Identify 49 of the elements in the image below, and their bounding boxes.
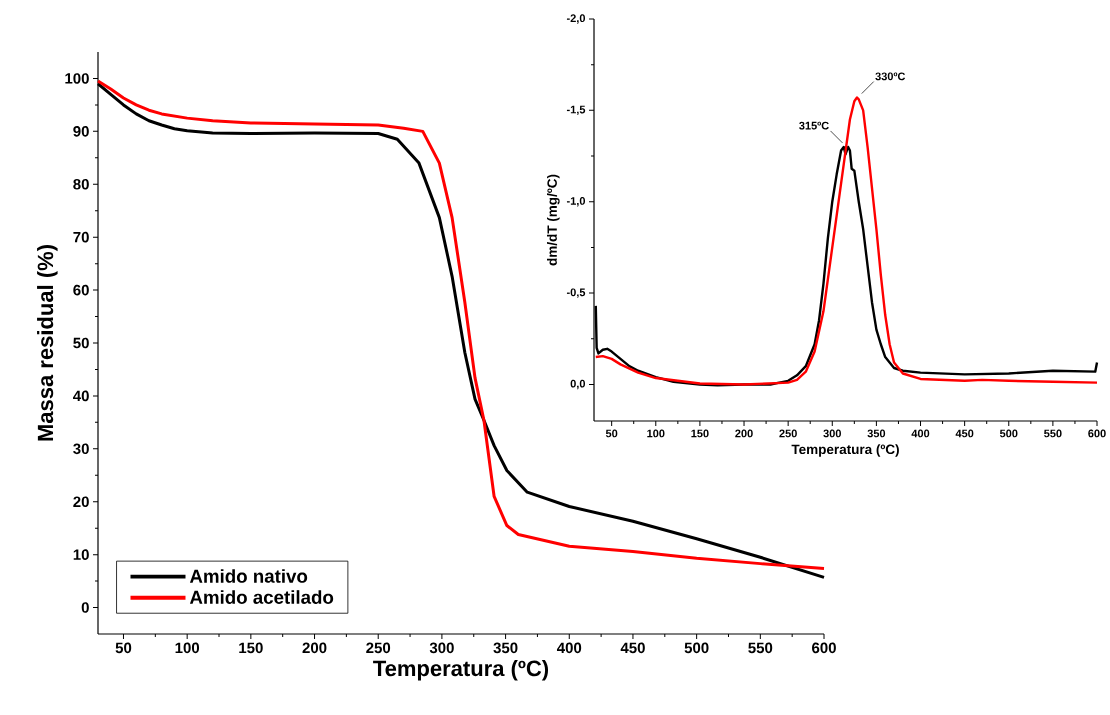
y-tick-label: 100 (65, 73, 89, 84)
y-tick-label: 50 (73, 337, 89, 349)
x-tick-label: 350 (867, 429, 886, 438)
y-tick-label: 30 (73, 443, 89, 455)
legend-label: Amido acetilado (189, 590, 334, 604)
x-tick-label: 500 (684, 642, 709, 654)
y-tick-label: -1,0 (566, 197, 586, 207)
x-tick-label: 150 (239, 642, 263, 654)
x-tick-label: 50 (115, 642, 132, 654)
y-tick-label: 10 (73, 549, 89, 560)
y-tick-label: -2,0 (566, 14, 586, 24)
x-tick-label: 300 (823, 429, 841, 438)
y-tick-label: 90 (73, 126, 89, 137)
y-tick-label: -0,5 (566, 288, 586, 298)
x-axis-title: Temperatura (ºC) (373, 660, 549, 681)
x-tick-label: 350 (493, 642, 518, 654)
y-tick-label: -1,5 (566, 105, 586, 115)
y-tick-label: 0,0 (570, 379, 586, 390)
y-tick-label: 60 (73, 284, 89, 296)
x-axis-title: Temperatura (ºC) (791, 444, 899, 457)
y-axis-title: dm/dT (mg/ºC) (547, 174, 560, 266)
x-tick-label: 100 (175, 642, 200, 654)
x-tick-label: 200 (302, 642, 327, 654)
y-tick-label: 40 (73, 390, 89, 402)
x-tick-label: 400 (911, 429, 930, 438)
y-tick-label: 70 (73, 231, 89, 243)
x-tick-label: 600 (812, 642, 836, 654)
x-tick-label: 500 (999, 429, 1018, 438)
y-tick-label: 0 (81, 602, 89, 613)
y-tick-label: 80 (73, 178, 89, 190)
x-tick-label: 400 (556, 642, 582, 654)
x-tick-label: 100 (647, 429, 665, 438)
x-tick-label: 600 (1088, 429, 1106, 438)
x-tick-label: 550 (1044, 429, 1062, 438)
annotation: 330ºC (875, 72, 906, 81)
legend-label: Amido nativo (189, 569, 308, 583)
x-tick-label: 250 (366, 642, 391, 654)
line-series (594, 96, 1099, 386)
x-tick-label: 250 (779, 429, 797, 438)
x-tick-label: 450 (620, 642, 645, 654)
x-tick-label: 300 (429, 642, 454, 654)
x-tick-label: 450 (955, 429, 974, 438)
y-tick-label: 20 (73, 496, 89, 508)
x-tick-label: 200 (735, 429, 753, 438)
annotation: 315ºC (799, 121, 829, 130)
x-tick-label: 150 (691, 429, 709, 438)
x-tick-label: 50 (605, 429, 618, 438)
y-axis-title: Massa residual (%) (37, 245, 58, 441)
x-tick-label: 550 (748, 642, 773, 654)
